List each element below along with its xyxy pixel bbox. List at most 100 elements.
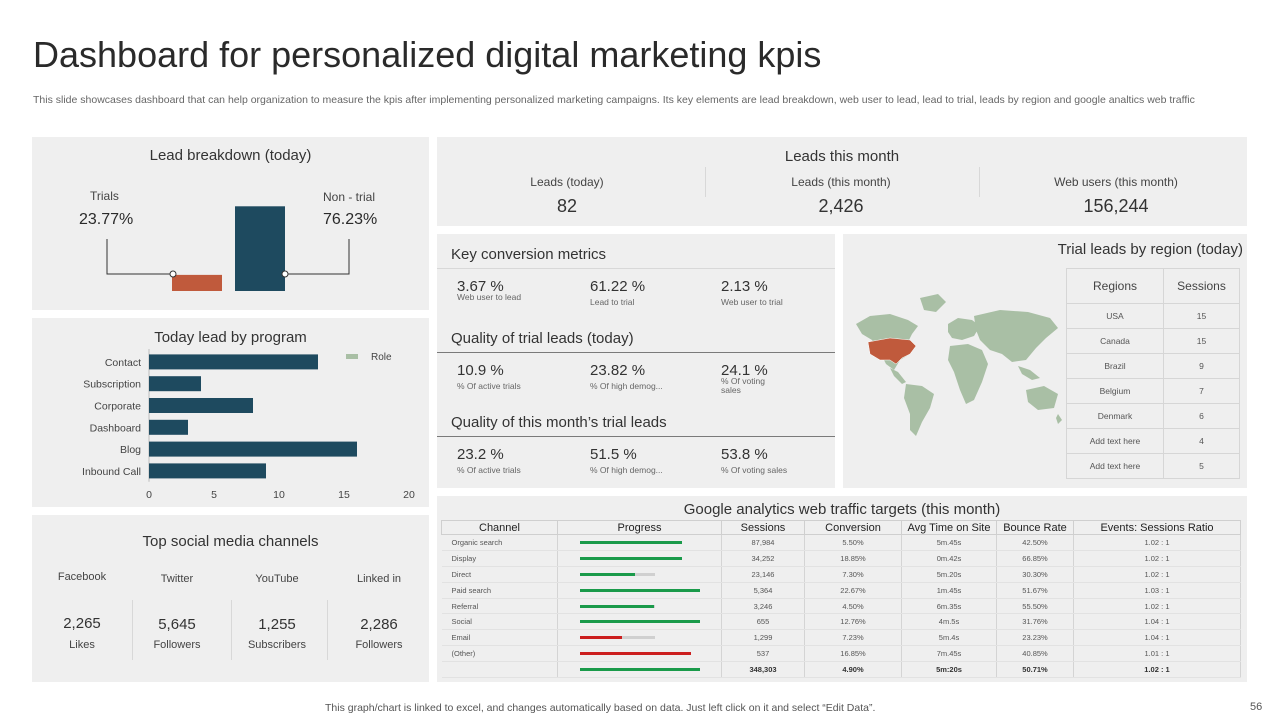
footer-note: This graph/chart is linked to excel, and… [325, 702, 876, 714]
ga-progress-cell [557, 613, 722, 631]
leads-today-label: Leads (today) [530, 175, 604, 189]
table-row: (Other) 537 16.85% 7m.45s 40.85% 1.01 : … [441, 645, 1241, 663]
ga-progress-cell [557, 582, 722, 599]
program-legend-label: Role [371, 352, 392, 363]
ga-channel: Direct [441, 566, 558, 583]
conv-metric-3-value: 2.13 % [721, 278, 768, 295]
social-twitter-value: 5,645 [158, 616, 196, 633]
ga-conversion: 7.23% [804, 629, 902, 647]
asia-shape [974, 310, 1058, 362]
trials-value: 23.77% [79, 211, 134, 228]
social-youtube-name: YouTube [255, 573, 299, 585]
region-sessions: 5 [1163, 453, 1240, 479]
table-row: Brazil 9 [1066, 353, 1240, 379]
quality-today-2-label: % Of high demog... [590, 381, 663, 391]
table-row: Referral 3,246 4.50% 6m.35s 55.50% 1.02 … [441, 598, 1241, 615]
leads-month-label: Leads (this month) [791, 175, 891, 189]
quality-month-3-label: % Of voting sales [721, 465, 788, 475]
ga-progress-bar [579, 556, 700, 560]
program-category-label: Corporate [94, 401, 141, 413]
ga-sessions: 655 [721, 613, 805, 631]
table-row: Belgium 7 [1066, 378, 1240, 404]
leads-separator-1 [705, 167, 706, 197]
ga-ratio: 1.04 : 1 [1073, 629, 1241, 647]
table-row: Email 1,299 7.23% 5m.4s 23.23% 1.04 : 1 [441, 629, 1241, 647]
region-sessions: 6 [1163, 403, 1240, 429]
nontrial-connector-dot [281, 270, 289, 278]
conversion-title: Key conversion metrics [451, 246, 607, 263]
ga-channel: Organic search [441, 534, 558, 551]
ga-conversion: 16.85% [804, 645, 902, 663]
quality-today-1-label: % Of active trials [457, 381, 521, 391]
europe-shape [948, 318, 980, 340]
ga-ratio: 1.04 : 1 [1073, 613, 1241, 631]
trials-label: Trials [90, 189, 119, 203]
table-row: Direct 23,146 7.30% 5m.20s 30.30% 1.02 :… [441, 566, 1241, 583]
nontrial-bar [235, 206, 285, 291]
quality-month-2-value: 51.5 % [590, 446, 637, 463]
program-x-tick-label: 20 [403, 489, 415, 501]
ga-conversion: 7.30% [804, 566, 902, 583]
ga-ratio: 1.02 : 1 [1073, 550, 1241, 567]
quality-today-2-value: 23.82 % [590, 362, 646, 379]
leads-month-title: Leads this month [784, 148, 900, 165]
web-users-value: 156,244 [1083, 196, 1149, 216]
ga-avg-time: 6m.35s [901, 598, 997, 615]
ga-bounce: 42.50% [996, 534, 1074, 551]
quality-month-1-value: 23.2 % [457, 446, 504, 463]
africa-shape [948, 344, 988, 404]
ga-sessions: 3,246 [721, 598, 805, 615]
ga-sessions: 5,364 [721, 582, 805, 599]
ga-progress-bar [579, 620, 700, 624]
program-category-label: Subscription [83, 379, 141, 391]
social-linkedin-value: 2,286 [360, 616, 398, 633]
ga-table-header: Channel Progress Sessions Conversion Avg… [441, 520, 1241, 535]
program-bar [149, 354, 318, 370]
web-users-label: Web users (this month) [1054, 175, 1178, 189]
ga-ratio: 1.02 : 1 [1073, 534, 1241, 551]
ga-header-channel: Channel [441, 520, 558, 535]
page-number: 56 [1250, 701, 1263, 713]
ga-bounce: 30.30% [996, 566, 1074, 583]
quality-today-3-label: % Of voting sales [721, 376, 765, 395]
region-name: Denmark [1066, 403, 1164, 429]
region-name: USA [1066, 303, 1164, 329]
quality-today-3-value: 24.1 % [721, 362, 768, 379]
program-category-label: Inbound Call [82, 466, 141, 478]
ga-avg-time: 1m.45s [901, 582, 997, 599]
region-name: Belgium [1066, 378, 1164, 404]
ga-channel: Paid search [441, 582, 558, 599]
ga-bounce: 55.50% [996, 598, 1074, 615]
ga-avg-time: 5m.20s [901, 566, 997, 583]
program-bar [149, 463, 266, 479]
ga-table: Channel Progress Sessions Conversion Avg… [441, 520, 1241, 679]
program-category-label: Blog [120, 444, 141, 456]
ga-channel-total [441, 661, 558, 679]
conv-metric-2-label: Lead to trial [590, 297, 635, 307]
leads-month-value: 2,426 [818, 196, 864, 216]
ga-header-progress: Progress [557, 520, 722, 535]
social-youtube-value: 1,255 [258, 616, 296, 633]
table-row: Organic search 87,984 5.50% 5m.45s 42.50… [441, 534, 1241, 551]
social-facebook-name: Facebook [57, 571, 107, 583]
region-title: Trial leads by region (today) [1057, 241, 1243, 258]
region-sessions: 4 [1163, 428, 1240, 454]
ga-title: Google analytics web traffic targets (th… [683, 501, 1001, 518]
trials-bar [172, 274, 222, 291]
program-x-tick-label: 10 [273, 489, 285, 501]
region-header-regions: Regions [1066, 268, 1164, 304]
table-row: Denmark 6 [1066, 403, 1240, 429]
ga-progress-bar [579, 668, 700, 672]
program-category-label: Dashboard [90, 422, 142, 434]
ga-ratio-total: 1.02 : 1 [1073, 661, 1241, 679]
ga-progress-bar [579, 588, 700, 592]
program-bar [149, 441, 357, 457]
ga-avg-time: 0m.42s [901, 550, 997, 567]
ga-header-sessions: Sessions [721, 520, 805, 535]
ga-channel: (Other) [441, 645, 558, 663]
ga-ratio: 1.03 : 1 [1073, 582, 1241, 599]
table-row: Social 655 12.76% 4m.5s 31.76% 1.04 : 1 [441, 613, 1241, 631]
program-legend-swatch [346, 354, 358, 359]
greenland-shape [920, 294, 946, 312]
program-bar [149, 376, 201, 392]
